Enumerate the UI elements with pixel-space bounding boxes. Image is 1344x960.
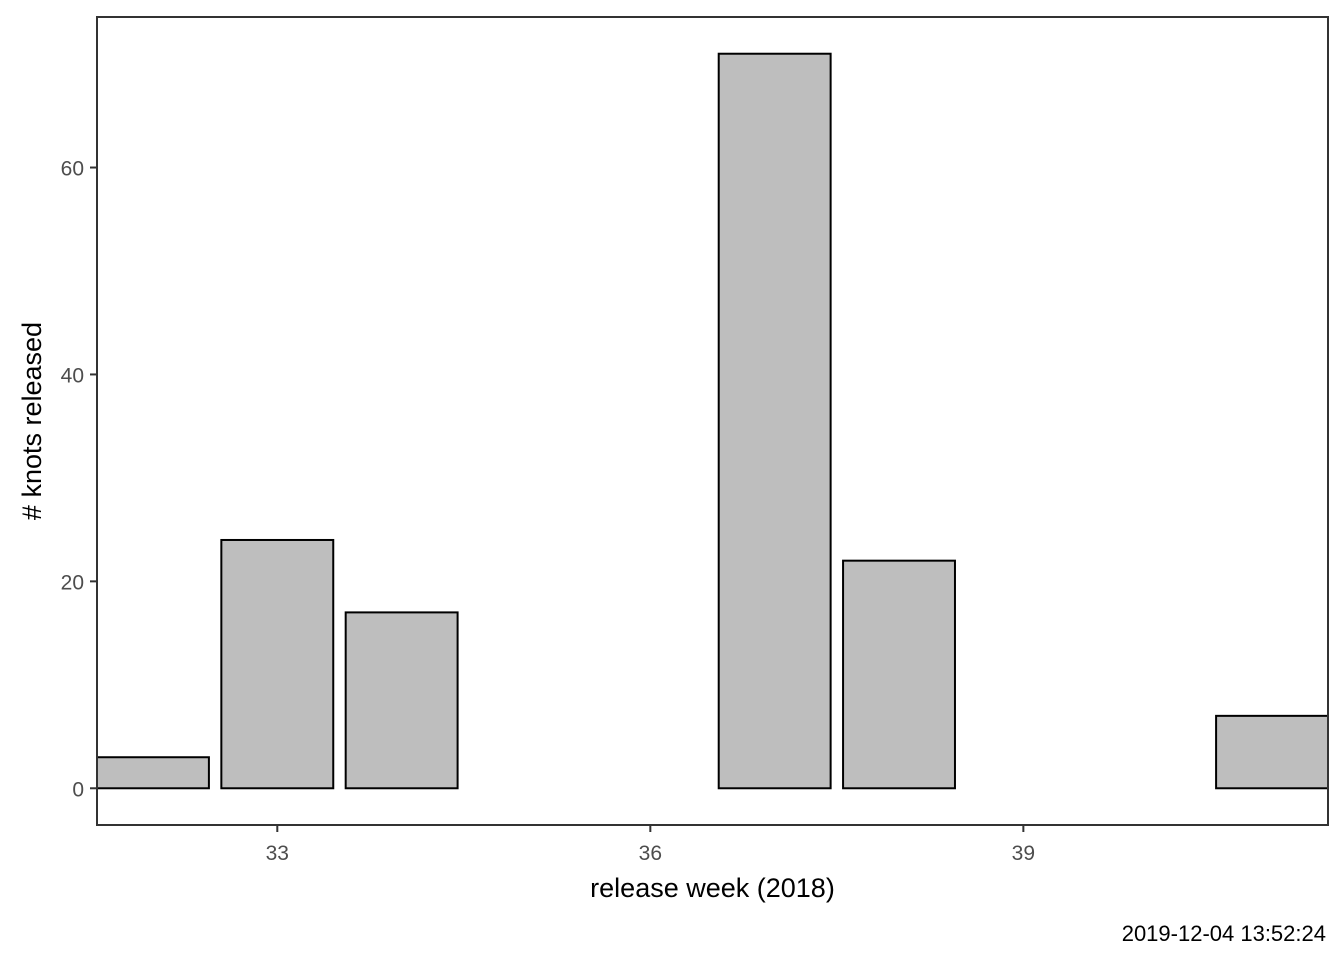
x-tick-label: 39 [1012,842,1035,865]
bar-week-41 [1215,714,1330,790]
bar-week-32 [96,756,210,790]
y-tick-label: 60 [61,158,84,181]
y-tick-label: 20 [61,571,84,594]
y-axis-title: # knots released [17,322,47,520]
y-tick-label: 40 [61,364,84,387]
ticks-layer: 0 20 40 60 33 36 39 [61,158,1035,865]
bar-week-38 [842,559,956,790]
x-tick-label: 36 [639,842,662,865]
timestamp-caption: 2019-12-04 13:52:24 [1122,921,1326,946]
bars-layer [96,52,1330,790]
y-tick-label: 0 [72,778,84,801]
bar-week-34 [344,611,459,790]
x-tick-label: 33 [266,842,289,865]
plot-panel-border [96,16,1329,826]
bar-week-37 [717,52,832,790]
x-axis-title: release week (2018) [590,873,835,903]
bar-week-33 [220,538,335,790]
